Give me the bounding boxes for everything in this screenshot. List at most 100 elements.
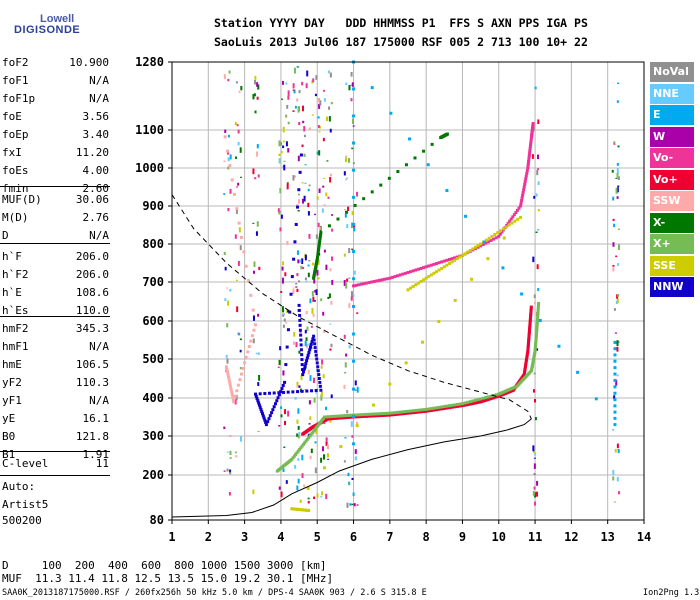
divider — [0, 243, 110, 244]
noise-mark — [253, 261, 256, 267]
noise-mark — [533, 457, 536, 459]
noise-mark — [256, 96, 259, 100]
echo-point — [367, 412, 371, 416]
echo-point — [223, 135, 227, 139]
noise-mark — [317, 222, 320, 228]
echo-point — [237, 221, 241, 225]
noise-mark — [356, 504, 359, 506]
echo-point — [493, 233, 497, 236]
echo-point — [318, 240, 322, 244]
echo-point — [298, 447, 302, 451]
echo-point — [352, 277, 356, 281]
echo-point — [260, 410, 264, 414]
echo-point — [307, 436, 311, 440]
echo-point — [529, 310, 533, 314]
y-tick-label: 900 — [142, 199, 164, 213]
echo-point — [528, 328, 532, 332]
noise-mark — [303, 134, 306, 138]
noise-mark — [331, 228, 334, 232]
param-row: hmF1 N/A — [2, 340, 109, 358]
noise-mark — [236, 306, 239, 313]
noise-mark — [327, 296, 330, 300]
noise-mark — [254, 110, 257, 114]
noise-mark — [533, 486, 536, 490]
noise-mark — [314, 467, 317, 474]
echo-point — [422, 149, 426, 153]
noise-mark — [287, 410, 290, 417]
noise-mark — [237, 261, 240, 266]
echo-point — [529, 305, 533, 309]
echo-point — [229, 385, 233, 389]
echo-point — [471, 247, 475, 251]
noise-mark — [312, 377, 315, 384]
noise-mark — [282, 166, 285, 168]
noise-mark — [296, 433, 299, 437]
noise-mark — [283, 446, 286, 448]
noise-mark — [325, 406, 328, 411]
echo-point — [536, 311, 540, 315]
noise-mark — [297, 425, 300, 430]
noise-mark — [239, 147, 242, 153]
noise-mark — [278, 425, 281, 427]
echo-point — [225, 149, 229, 153]
noise-mark — [234, 234, 237, 239]
noise-mark — [615, 187, 618, 194]
param-value: 106.5 — [75, 358, 109, 371]
echo-point — [479, 242, 483, 246]
noise-mark — [351, 248, 354, 251]
echo-point — [409, 409, 413, 413]
noise-mark — [296, 383, 299, 388]
noise-mark — [284, 420, 287, 426]
echo-point — [318, 380, 322, 384]
echo-point — [534, 336, 538, 340]
echo-point — [524, 361, 528, 365]
echo-point — [470, 277, 474, 281]
echo-point — [318, 384, 322, 388]
echo-point — [385, 413, 389, 417]
echo-point — [300, 363, 304, 367]
echo-point — [534, 338, 538, 342]
echo-point — [277, 391, 281, 395]
echo-point — [422, 278, 426, 282]
param-name: foE — [2, 110, 22, 123]
echo-point — [345, 414, 349, 418]
noise-mark — [307, 202, 310, 208]
noise-mark — [307, 500, 310, 504]
noise-mark — [235, 81, 238, 84]
noise-mark — [229, 457, 232, 460]
echo-point — [335, 414, 339, 418]
echo-point — [352, 387, 356, 391]
noise-mark — [318, 226, 321, 230]
echo-point — [521, 190, 525, 194]
echo-point — [411, 284, 415, 288]
noise-mark — [317, 125, 320, 128]
echo-point — [406, 271, 410, 274]
noise-mark — [298, 280, 301, 283]
noise-mark — [325, 192, 328, 197]
echo-point — [527, 155, 531, 159]
noise-mark — [532, 491, 535, 496]
echo-point — [390, 413, 394, 417]
echo-point — [513, 219, 517, 223]
noise-mark — [277, 208, 280, 213]
echo-point — [523, 369, 527, 373]
echo-point — [301, 442, 305, 446]
echo-point — [303, 364, 307, 368]
echo-point — [528, 318, 532, 322]
echo-point — [377, 412, 381, 416]
param-value: N/A — [89, 74, 109, 87]
noise-mark — [280, 290, 283, 293]
noise-mark — [226, 287, 229, 289]
echo-point — [510, 221, 514, 225]
noise-mark — [319, 100, 322, 106]
echo-point — [486, 257, 490, 261]
echo-point — [427, 275, 431, 279]
echo-point — [283, 380, 287, 384]
noise-mark — [301, 454, 304, 461]
echo-point — [527, 333, 531, 337]
noise-mark — [309, 416, 312, 420]
noise-mark — [301, 144, 304, 148]
legend-item: SSW — [650, 191, 694, 211]
noise-mark — [257, 174, 260, 178]
noise-mark — [252, 94, 255, 100]
